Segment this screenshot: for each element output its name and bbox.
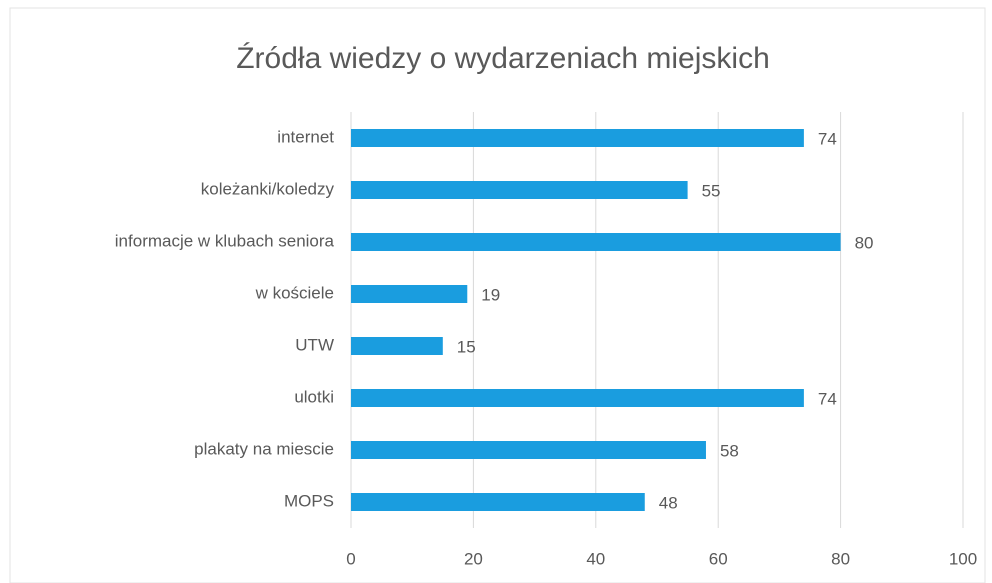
data-label: 58 (720, 441, 739, 460)
bar (351, 493, 645, 511)
data-label: 55 (702, 181, 721, 200)
y-tick-label: MOPS (284, 491, 334, 510)
y-tick-label: UTW (295, 335, 334, 354)
bar (351, 181, 688, 199)
x-tick-label: 80 (831, 549, 850, 568)
y-tick-label: koleżanki/koledzy (201, 179, 335, 198)
x-tick-label: 20 (464, 549, 483, 568)
y-tick-label: informacje w klubach seniora (115, 231, 335, 250)
chart-frame (9, 7, 986, 583)
bar (351, 285, 468, 303)
y-tick-label: internet (277, 127, 334, 146)
y-tick-label: plakaty na miescie (194, 439, 334, 458)
x-tick-label: 40 (586, 549, 605, 568)
bar (351, 389, 804, 407)
bar (351, 129, 804, 147)
data-label: 74 (818, 389, 837, 408)
data-label: 48 (659, 493, 678, 512)
y-tick-label: ulotki (294, 387, 334, 406)
x-tick-label: 0 (346, 549, 355, 568)
data-label: 15 (457, 337, 476, 356)
x-tick-label: 60 (709, 549, 728, 568)
y-tick-label: w kościele (255, 283, 334, 302)
data-label: 74 (818, 129, 837, 148)
chart-title: Źródła wiedzy o wydarzeniach miejskich (236, 42, 770, 75)
data-label: 80 (855, 233, 874, 252)
bar (351, 441, 706, 459)
bar (351, 233, 841, 251)
bar (351, 337, 443, 355)
x-tick-label: 100 (949, 549, 977, 568)
data-label: 19 (481, 285, 500, 304)
